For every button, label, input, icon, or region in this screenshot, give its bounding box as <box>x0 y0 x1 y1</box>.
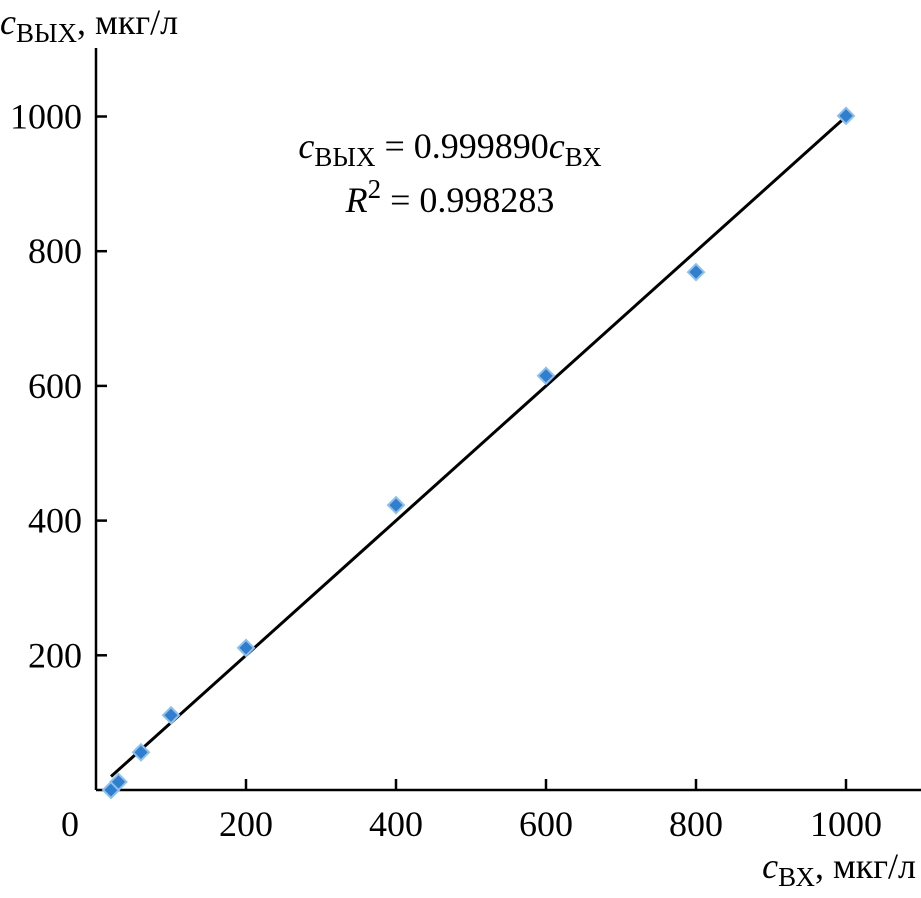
y-tick-label: 200 <box>28 635 82 675</box>
x-tick-label: 600 <box>519 804 573 844</box>
x-tick-label: 1000 <box>810 804 882 844</box>
data-point <box>836 106 856 126</box>
data-point <box>161 705 181 725</box>
y-tick-label: 1000 <box>10 97 82 137</box>
data-point <box>386 495 406 515</box>
y-axis-label: cВЫХ, мкг/л <box>0 2 178 48</box>
x-ticks: 200 400 600 800 1000 <box>219 779 882 844</box>
data-point <box>131 742 151 762</box>
equation-annotation: cВЫХ = 0.999890cВХ <box>298 126 602 172</box>
data-point <box>236 638 256 658</box>
x-axis-label: cВХ, мкг/л <box>762 846 916 892</box>
y-tick-label: 400 <box>28 501 82 541</box>
y-tick-label: 800 <box>28 231 82 271</box>
data-points <box>101 106 856 800</box>
fit-line <box>109 115 848 778</box>
origin-label: 0 <box>61 804 79 844</box>
r2-annotation: R2 = 0.998283 <box>345 174 555 220</box>
y-tick-label: 600 <box>28 366 82 406</box>
x-tick-label: 800 <box>669 804 723 844</box>
data-point <box>536 366 556 386</box>
data-point <box>686 262 706 282</box>
x-tick-label: 200 <box>219 804 273 844</box>
y-ticks: 200 400 600 800 1000 <box>10 97 107 675</box>
data-point <box>109 772 128 792</box>
x-tick-label: 400 <box>369 804 423 844</box>
